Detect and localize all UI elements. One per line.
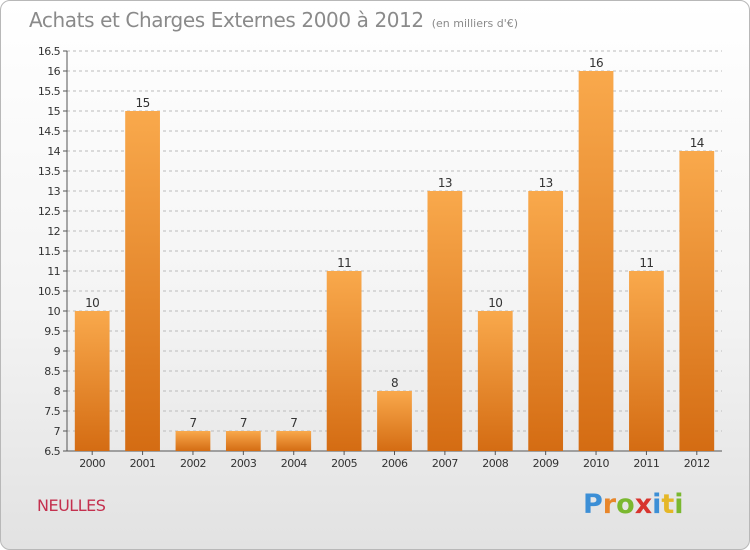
x-tick-label: 2001 — [130, 457, 156, 470]
y-tick-label: 13 — [47, 185, 60, 198]
y-tick-label: 9.5 — [44, 325, 60, 338]
x-tick-label: 2006 — [382, 457, 408, 470]
y-tick-label: 16 — [47, 65, 60, 78]
logo-letter: o — [616, 489, 635, 520]
commune-name: NEULLES — [37, 496, 106, 515]
bar-2005 — [326, 271, 362, 451]
bar-2001 — [125, 111, 160, 451]
y-tick-label: 12.5 — [38, 205, 61, 218]
bar-2004 — [276, 431, 312, 451]
y-tick-label: 14 — [47, 145, 60, 158]
chart-title: Achats et Charges Externes 2000 à 2012 (e… — [29, 8, 518, 32]
data-label: 13 — [438, 176, 452, 190]
data-labels: 10 15 7 7 7 11 8 13 10 13 16 11 14 — [85, 56, 704, 430]
data-label: 14 — [690, 136, 704, 150]
data-label: 11 — [337, 256, 351, 270]
bar-2003 — [225, 431, 261, 451]
x-tick-label: 2003 — [230, 457, 256, 470]
logo-letter: x — [634, 489, 653, 520]
logo-letter: r — [602, 489, 617, 520]
chart-title-text: Achats et Charges Externes 2000 à 2012 — [29, 8, 424, 32]
data-label: 7 — [240, 416, 247, 430]
bar-2006 — [377, 391, 412, 451]
data-label: 13 — [539, 176, 553, 190]
y-tick-label: 8.5 — [44, 365, 60, 378]
y-tick-label: 11.5 — [38, 245, 61, 258]
data-label: 7 — [189, 416, 196, 430]
data-label: 11 — [639, 256, 653, 270]
y-tick-label: 13.5 — [38, 165, 61, 178]
logo-letter: i — [652, 489, 662, 520]
y-tick-label: 10.5 — [38, 285, 61, 298]
bars — [74, 71, 715, 451]
proxiti-logo: Proxiti — [583, 489, 684, 520]
y-tick-label: 11 — [47, 265, 60, 278]
logo-letter: P — [583, 489, 603, 520]
bar-2009 — [528, 191, 564, 451]
bar-2007 — [427, 191, 463, 451]
y-tick-label: 15.5 — [38, 85, 61, 98]
x-tick-label: 2005 — [331, 457, 357, 470]
data-label: 16 — [589, 56, 603, 70]
x-tick-label: 2010 — [583, 457, 609, 470]
data-label: 15 — [136, 96, 150, 110]
axes: 6.5 7 7.5 8 8.5 9 9.5 10 10.5 11 11.5 12 12.5 13 13.5 1… — [38, 45, 722, 470]
bar-2012 — [679, 151, 715, 451]
y-tick-label: 14.5 — [38, 125, 61, 138]
data-label: 8 — [391, 376, 398, 390]
logo-letter: i — [674, 489, 684, 520]
logo-letter: t — [661, 489, 675, 520]
bar-2002 — [175, 431, 211, 451]
bar-2008 — [477, 311, 513, 451]
data-label: 10 — [85, 296, 99, 310]
x-tick-label: 2004 — [281, 457, 307, 470]
y-tick-label: 10 — [47, 305, 60, 318]
x-tick-label: 2002 — [180, 457, 206, 470]
x-tick-label: 2007 — [432, 457, 458, 470]
data-label: 10 — [488, 296, 502, 310]
y-tick-label: 6.5 — [44, 445, 60, 458]
y-tick-label: 12 — [47, 225, 60, 238]
y-tick-label: 16.5 — [38, 45, 61, 58]
data-label: 7 — [290, 416, 297, 430]
y-tick-label: 7.5 — [44, 405, 60, 418]
chart-subtitle: (en milliers d'€) — [431, 17, 519, 30]
x-tick-label: 2000 — [79, 457, 105, 470]
x-tick-label: 2008 — [482, 457, 508, 470]
x-tick-label: 2011 — [633, 457, 659, 470]
y-tick-label: 9 — [54, 345, 61, 358]
y-tick-label: 15 — [47, 105, 60, 118]
bar-2010 — [578, 71, 614, 451]
y-tick-label: 8 — [54, 385, 61, 398]
bar-2011 — [629, 271, 664, 451]
y-tick-label: 7 — [54, 425, 61, 438]
x-tick-label: 2012 — [684, 457, 710, 470]
x-tick-label: 2009 — [533, 457, 559, 470]
bar-2000 — [74, 311, 110, 451]
gridlines — [67, 50, 722, 432]
